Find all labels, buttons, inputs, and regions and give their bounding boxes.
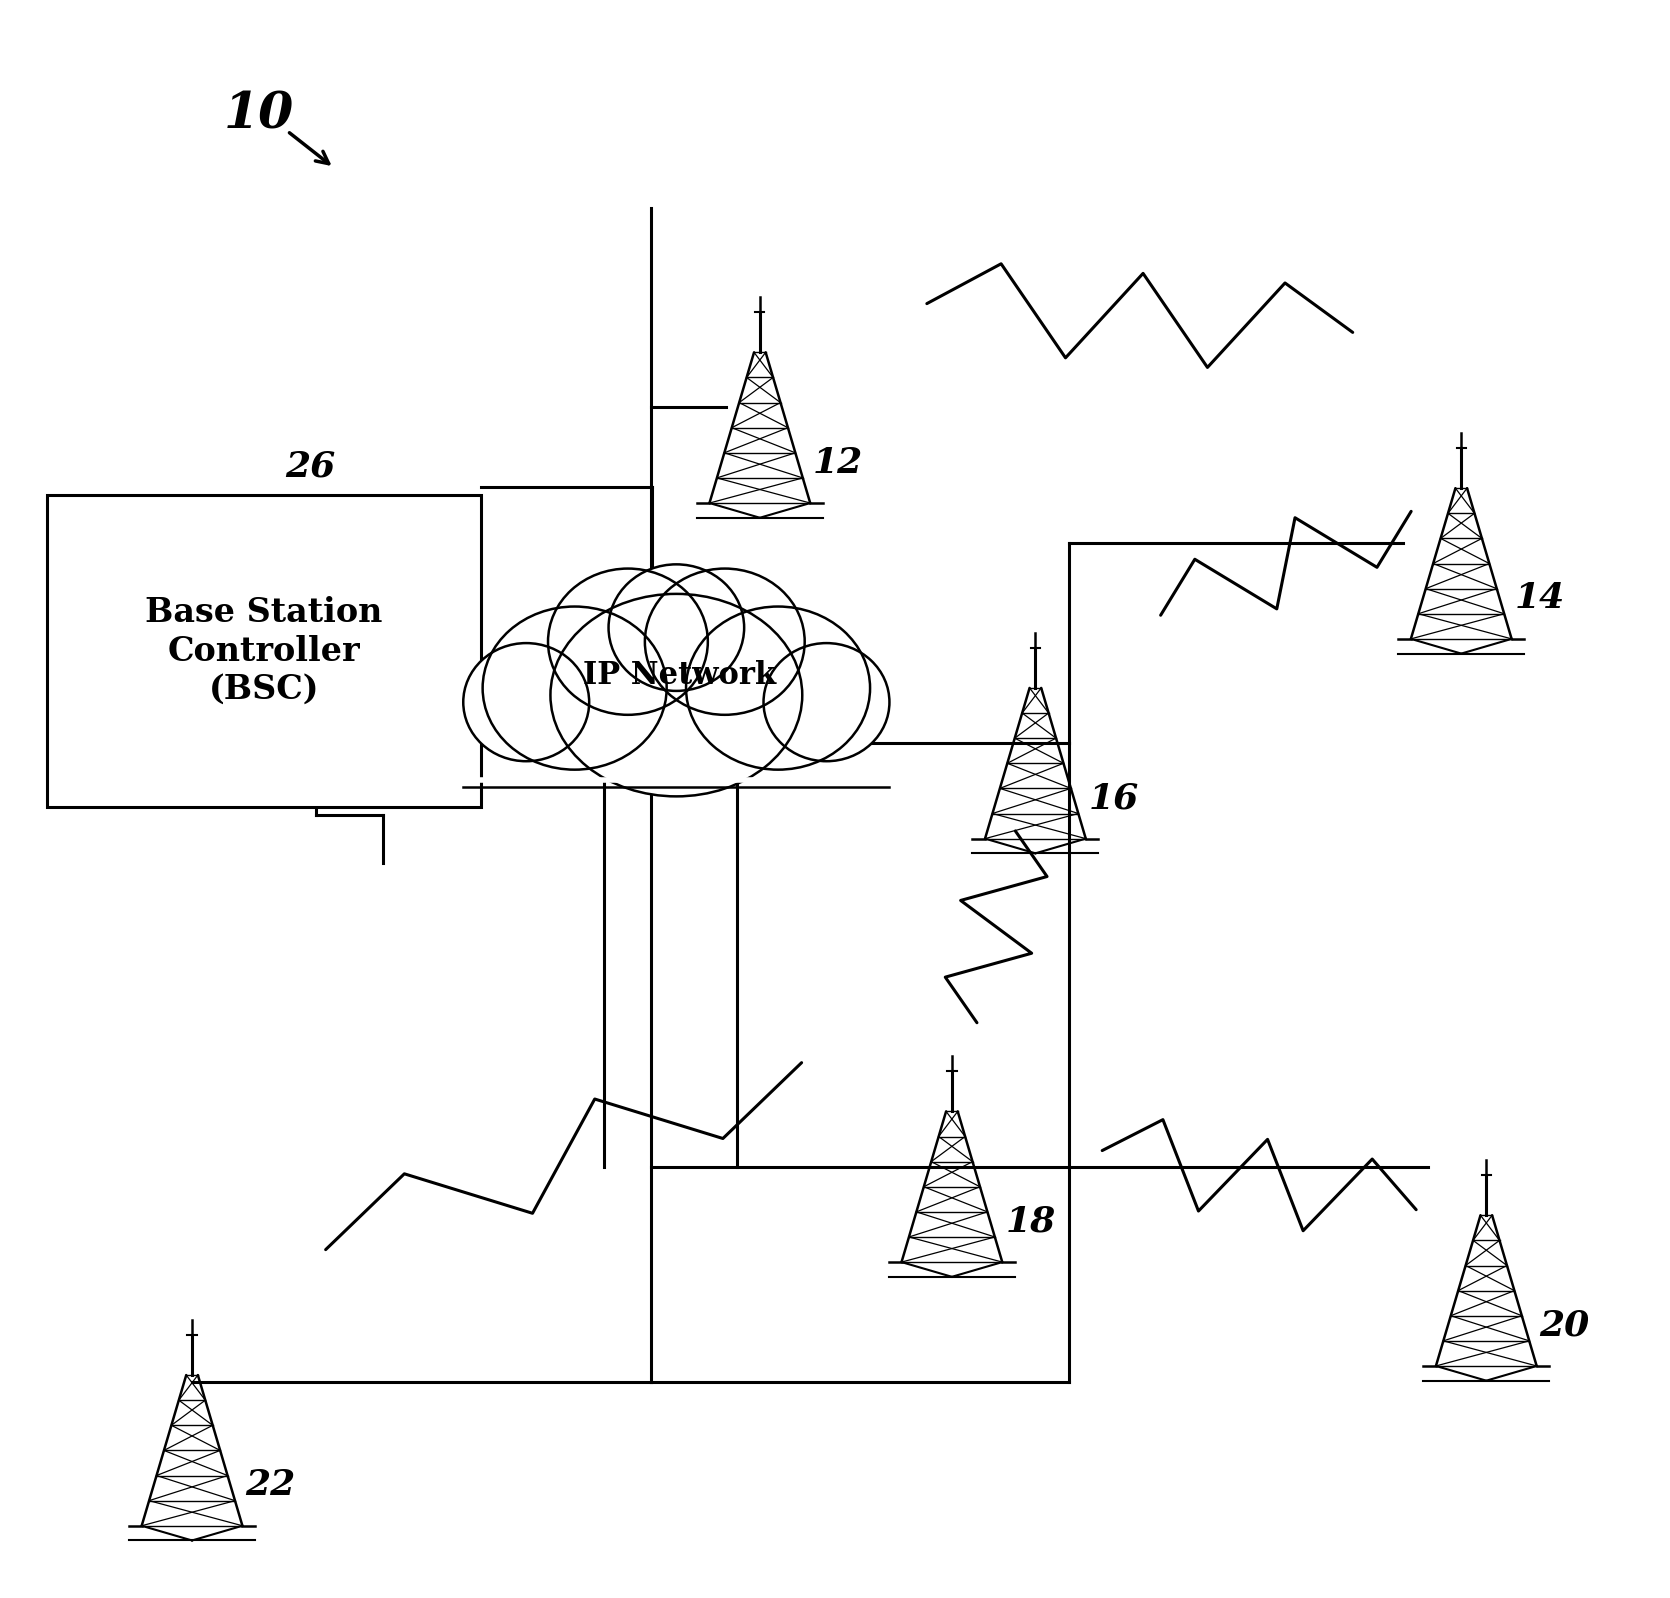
Text: 26: 26 xyxy=(286,449,336,483)
Text: 10: 10 xyxy=(224,91,294,139)
Text: 24: 24 xyxy=(384,759,434,793)
Text: Base Station
Controller
(BSC): Base Station Controller (BSC) xyxy=(145,596,382,706)
Ellipse shape xyxy=(763,642,890,761)
Text: 22: 22 xyxy=(245,1469,296,1502)
Ellipse shape xyxy=(645,569,805,714)
Text: 16: 16 xyxy=(1089,781,1139,815)
Text: 14: 14 xyxy=(1515,582,1565,615)
Text: 12: 12 xyxy=(813,446,863,479)
Ellipse shape xyxy=(463,642,590,761)
Text: 20: 20 xyxy=(1540,1309,1590,1342)
Ellipse shape xyxy=(551,594,802,796)
Ellipse shape xyxy=(686,607,870,770)
FancyBboxPatch shape xyxy=(47,495,481,807)
Text: IP Network: IP Network xyxy=(583,660,777,692)
Ellipse shape xyxy=(608,564,745,690)
Ellipse shape xyxy=(548,569,708,714)
Text: 18: 18 xyxy=(1005,1205,1055,1238)
Ellipse shape xyxy=(483,607,666,770)
